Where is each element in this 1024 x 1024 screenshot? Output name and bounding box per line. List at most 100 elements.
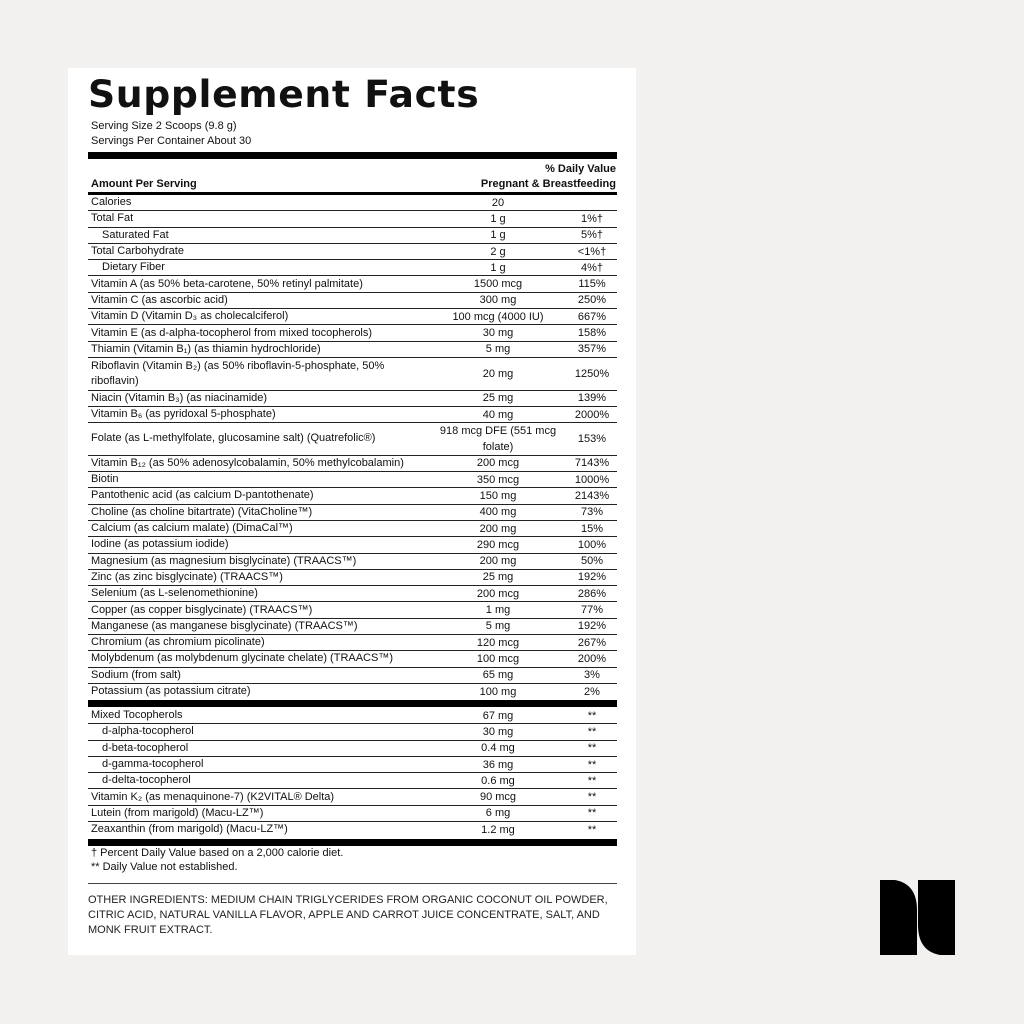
nutrient-name: Calcium (as calcium malate) (DimaCal™)	[91, 522, 293, 535]
nutrient-daily-value: 3%	[584, 669, 600, 682]
label-title: Supplement Facts	[88, 73, 480, 116]
thick-divider	[88, 152, 617, 159]
nutrient-amount: 1500 mcg	[473, 278, 523, 291]
nutrient-amount: 25 mg	[482, 392, 514, 405]
nutrient-name: Calories	[91, 196, 132, 209]
nutrient-amount: 30 mg	[482, 327, 514, 340]
nutrient-row: Total Carbohydrate 2 g <1%†	[88, 244, 617, 261]
nutrient-row: Magnesium (as magnesium bisglycinate) (T…	[88, 554, 617, 570]
nutrient-name: Vitamin A (as 50% beta-carotene, 50% ret…	[91, 277, 363, 290]
nutrient-amount: 300 mg	[479, 294, 517, 307]
nutrient-daily-value: 115%	[578, 278, 606, 291]
nutrient-name: Vitamin B₆ (as pyridoxal 5-phosphate)	[91, 408, 276, 420]
nutrient-name: Mixed Tocopherols	[91, 709, 183, 722]
nutrient-amount: 65 mg	[482, 669, 514, 682]
nutrient-amount: 36 mg	[482, 758, 514, 771]
nutrient-amount: 0.6 mg	[481, 774, 515, 787]
nutrient-row: Biotin 350 mcg 1000%	[88, 472, 617, 489]
nutrient-name: Magnesium (as magnesium bisglycinate) (T…	[91, 554, 357, 567]
nutrient-daily-value: 2%	[584, 685, 600, 698]
nutrient-name: Chromium (as chromium picolinate)	[91, 636, 265, 649]
nutrient-row: Zeaxanthin (from marigold) (Macu-LZ™) 1.2…	[88, 822, 617, 837]
nutrient-row: Mixed Tocopherols 67 mg **	[88, 708, 617, 725]
daily-value-header: % Daily Value	[545, 163, 616, 175]
nutrient-amount: 100 mg	[479, 685, 517, 698]
amount-per-serving-header: Amount Per Serving	[91, 178, 197, 190]
nutrient-amount: 5 mg	[485, 343, 511, 356]
nutrients-table: Calories 20 Total Fat 1 g 1%† Saturated Fat 1 …	[88, 195, 617, 699]
nutrient-row: Manganese (as manganese bisglycinate) (T…	[88, 619, 617, 636]
nutrient-amount: 1 mg	[485, 604, 511, 617]
nutrient-amount: 30 mg	[482, 725, 514, 738]
nutrient-name: Zeaxanthin (from marigold) (Macu-LZ™)	[91, 823, 288, 836]
nutrient-name: d-delta-tocopherol	[102, 774, 191, 787]
divider	[88, 883, 617, 884]
nutrient-amount: 1 g	[490, 212, 506, 225]
thick-divider	[88, 839, 617, 846]
nutrient-row: Vitamin E (as d-alpha-tocopherol from mi…	[88, 325, 617, 342]
nutrient-name: Niacin (Vitamin B₃) (as niacinamide)	[91, 391, 268, 404]
nutrient-amount: 0.4 mg	[481, 742, 515, 755]
nutrient-daily-value: **	[587, 709, 597, 722]
nutrient-row: Molybdenum (as molybdenum glycinate chel…	[88, 651, 617, 668]
nutrient-name: d-beta-tocopherol	[102, 741, 189, 754]
nutrient-row: Choline (as choline bitartrate) (VitaCho…	[88, 505, 617, 521]
nutrient-daily-value: 4%†	[580, 261, 604, 274]
nutrient-name: Vitamin B₁₂ (as 50% adenosylcobalamin, 5…	[91, 456, 404, 469]
nutrient-daily-value: 1250%	[574, 367, 610, 380]
nutrient-daily-value: **	[587, 823, 597, 836]
nutrient-daily-value: <1%†	[577, 245, 607, 258]
nutrient-daily-value: **	[587, 742, 597, 755]
nutrient-row: Sodium (from salt) 65 mg 3%	[88, 668, 617, 684]
nutrient-daily-value: 139%	[577, 392, 607, 405]
nutrient-name: Vitamin D (Vitamin D₃ as cholecalciferol…	[91, 310, 289, 323]
nutrient-row: Vitamin B₆ (as pyridoxal 5-phosphate) 40 …	[88, 407, 617, 424]
nutrient-amount: 120 mcg	[476, 636, 520, 649]
nutrient-daily-value: 267%	[577, 636, 607, 649]
nutrient-amount: 25 mg	[482, 571, 514, 584]
nutrient-name: Riboflavin (Vitamin B₂) (as 50% riboflav…	[91, 359, 385, 387]
nutrient-row: d-gamma-tocopherol 36 mg **	[88, 757, 617, 774]
nutrient-name: Sodium (from salt)	[91, 668, 181, 681]
nutrient-row: Copper (as copper bisglycinate) (TRAACS™…	[88, 602, 617, 619]
nutrient-row: Chromium (as chromium picolinate) 120 mcg…	[88, 635, 617, 652]
nutrient-daily-value: **	[587, 774, 597, 787]
nutrient-amount: 350 mcg	[476, 473, 520, 486]
nutrient-daily-value: 7143%	[574, 457, 610, 470]
nutrient-row: Calcium (as calcium malate) (DimaCal™) 20…	[88, 521, 617, 538]
nutrient-amount: 100 mcg (4000 IU)	[452, 310, 544, 323]
thick-divider	[88, 700, 617, 707]
nutrient-daily-value: **	[587, 791, 597, 804]
nutrient-daily-value: 1000%	[574, 473, 610, 486]
nutrient-row: Vitamin D (Vitamin D₃ as cholecalciferol…	[88, 309, 617, 326]
nutrient-name: Folate (as L-methylfolate, glucosamine s…	[91, 432, 376, 445]
nutrient-daily-value: 158%	[577, 327, 607, 340]
nutrient-name: Thiamin (Vitamin B₁) (as thiamin hydroch…	[91, 342, 321, 355]
nutrient-row: Total Fat 1 g 1%†	[88, 211, 617, 228]
nutrient-amount: 200 mg	[479, 555, 517, 568]
supplement-facts-panel	[68, 68, 636, 955]
nutrient-amount: 67 mg	[482, 709, 514, 722]
nutrient-daily-value: 250%	[577, 294, 607, 307]
nutrient-row: Thiamin (Vitamin B₁) (as thiamin hydroch…	[88, 342, 617, 358]
nutrient-daily-value: **	[587, 758, 597, 771]
nutrient-row: Vitamin K₂ (as menaquinone-7) (K2VITAL® …	[88, 789, 617, 806]
nutrient-name: Saturated Fat	[102, 228, 169, 241]
nutrient-row: Vitamin C (as ascorbic acid) 300 mg 250%	[88, 293, 617, 310]
nutrient-amount: 1 g	[490, 261, 506, 274]
nutrient-daily-value: 100%	[577, 538, 607, 551]
nutrient-row: Pantothenic acid (as calcium D-pantothen…	[88, 488, 617, 505]
nutrient-row: d-beta-tocopherol 0.4 mg **	[88, 741, 617, 757]
brand-n-logo-icon	[880, 880, 955, 955]
nutrient-daily-value: 286%	[577, 587, 607, 600]
nutrient-name: Zinc (as zinc bisglycinate) (TRAACS™)	[91, 570, 283, 583]
nutrient-daily-value: 5%†	[580, 229, 604, 242]
nutrient-amount: 200 mcg	[476, 587, 520, 600]
other-nutrients-table: Mixed Tocopherols 67 mg ** d-alpha-tocopher…	[88, 708, 617, 837]
nutrient-daily-value: 192%	[577, 620, 607, 633]
nutrient-row: Calories 20	[88, 195, 617, 212]
nutrient-amount: 6 mg	[485, 807, 511, 820]
nutrient-daily-value: 192%	[577, 571, 607, 584]
nutrient-amount: 200 mg	[479, 522, 517, 535]
nutrient-name: Iodine (as potassium iodide)	[91, 538, 229, 551]
